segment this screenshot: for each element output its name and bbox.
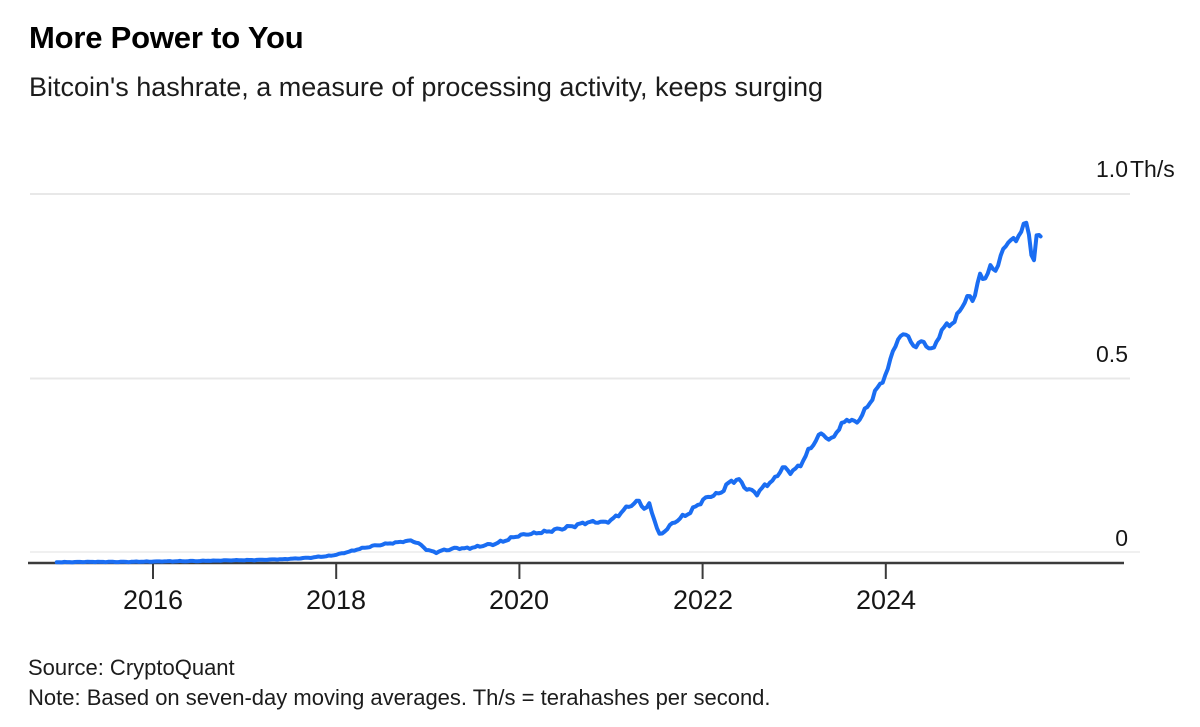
x-axis-label-2020: 2020 (488, 585, 550, 615)
y-axis-label-0: 0 (1115, 525, 1128, 551)
x-axis-label-2022: 2022 (672, 585, 734, 615)
x-axis-label-2024: 2024 (855, 585, 917, 615)
source-label: Source: CryptoQuant (28, 655, 235, 680)
y-axis-label-0.5: 0.5 (1096, 341, 1128, 367)
chart-subtitle: Bitcoin's hashrate, a measure of process… (29, 72, 824, 102)
y-axis-unit-label: Th/s (1130, 156, 1175, 182)
hashrate-line-series (54, 220, 1043, 565)
note-label: Note: Based on seven-day moving averages… (28, 685, 771, 710)
x-axis-label-2018: 2018 (305, 585, 367, 615)
chart-title: More Power to You (29, 20, 304, 55)
y-axis-label-1.0: 1.0 (1096, 156, 1128, 182)
x-axis-label-2016: 2016 (122, 585, 184, 615)
